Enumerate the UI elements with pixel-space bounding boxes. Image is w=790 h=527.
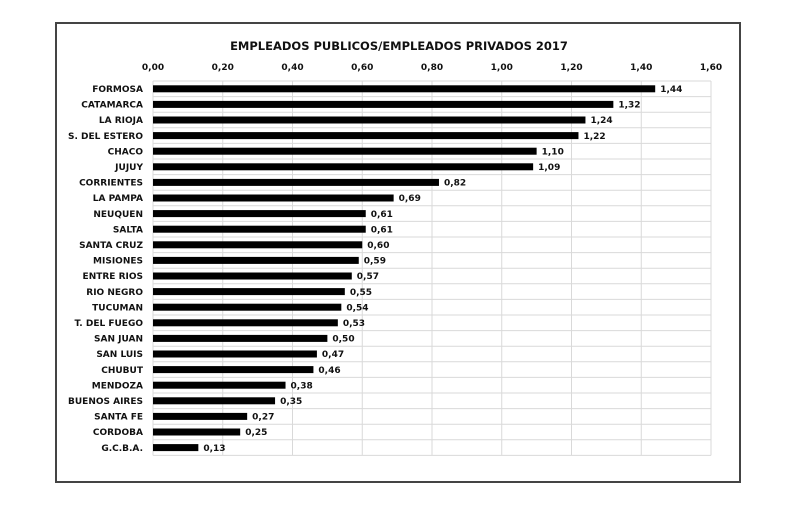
data-label: 1,32 [618,101,640,111]
data-label: 0,13 [203,444,225,454]
x-tick-label: 0,00 [142,63,164,73]
x-tick-label: 1,20 [560,63,582,73]
bar [153,100,614,108]
data-label: 0,54 [346,303,368,313]
bar [153,334,328,342]
category-label: MISIONES [93,257,143,267]
x-tick-label: 1,60 [700,63,722,73]
grid-lines [152,80,712,456]
bar [153,147,537,155]
category-label: G.C.B.A. [101,444,143,454]
bar [153,85,656,93]
data-label: 0,38 [291,381,313,391]
bar [153,132,579,140]
bar [153,178,439,186]
category-label: ENTRE RIOS [83,272,143,282]
category-label: BUENOS AIRES [68,397,143,407]
category-label: CORDOBA [93,428,143,438]
category-label: CHUBUT [101,366,144,376]
x-tick-label: 1,40 [630,63,652,73]
data-label: 0,53 [343,319,365,329]
category-label: FORMOSA [92,85,143,95]
x-tick-label: 0,60 [351,63,373,73]
category-label: JUJUY [114,163,143,173]
category-label: T. DEL FUEGO [75,319,144,329]
data-label: 1,24 [590,116,612,126]
category-label: CORRIENTES [79,179,143,189]
value-labels: 1,44 1,32 1,24 1,22 1,10 1,09 0,82 0,69 0,61 0,61… [203,85,682,454]
bar [153,241,363,249]
bar [153,444,199,452]
bar [153,163,534,171]
bar [153,303,342,311]
data-label: 1,10 [542,147,564,157]
chart-frame: EMPLEADOS PUBLICOS/EMPLEADOS PRIVADOS 20… [55,22,741,483]
bar [153,256,359,264]
bar [153,288,345,296]
data-label: 0,27 [252,413,274,423]
data-label: 0,57 [357,272,379,282]
category-label: S. DEL ESTERO [68,132,143,142]
category-label: LA RIOJA [99,116,143,126]
category-label: SAN LUIS [96,350,143,360]
bar [153,225,366,233]
category-label: SAN JUAN [94,335,143,345]
x-tick-label: 0,40 [281,63,303,73]
data-label: 0,47 [322,350,344,360]
data-label: 0,46 [318,366,340,376]
category-label: MENDOZA [92,381,143,391]
category-label: SALTA [113,225,143,235]
data-label: 0,35 [280,397,302,407]
bar-chart: EMPLEADOS PUBLICOS/EMPLEADOS PRIVADOS 20… [68,39,722,456]
x-tick-label: 0,80 [421,63,443,73]
chart-title: EMPLEADOS PUBLICOS/EMPLEADOS PRIVADOS 20… [230,39,568,53]
category-label: RIO NEGRO [86,288,143,298]
bar [153,116,586,124]
bars [153,85,656,452]
bar [153,210,366,218]
data-label: 1,09 [538,163,560,173]
data-label: 0,61 [371,210,393,220]
bar [153,412,248,420]
data-label: 0,59 [364,257,386,267]
data-label: 0,50 [332,335,354,345]
bar [153,350,317,358]
x-axis-ticks: 0,00 0,20 0,40 0,60 0,80 1,00 1,20 1,40 1,60 [142,63,722,73]
bar [153,272,352,280]
data-label: 0,82 [444,179,466,189]
bar [153,194,394,202]
category-labels: FORMOSA CATAMARCA LA RIOJA S. DEL ESTERO CHA… [68,85,144,454]
data-label: 0,60 [367,241,389,251]
x-tick-label: 1,00 [491,63,513,73]
data-label: 1,44 [660,85,682,95]
category-label: NEUQUEN [93,210,143,220]
bar [153,381,286,389]
data-label: 0,61 [371,225,393,235]
category-label: SANTA FE [94,413,143,423]
bar [153,428,241,436]
category-label: CHACO [108,147,144,157]
bar [153,366,314,374]
x-tick-label: 0,20 [212,63,234,73]
category-label: SANTA CRUZ [79,241,143,251]
bar [153,319,338,327]
data-label: 0,55 [350,288,372,298]
category-label: LA PAMPA [93,194,143,204]
category-label: CATAMARCA [81,101,143,111]
data-label: 0,69 [399,194,421,204]
data-label: 0,25 [245,428,267,438]
bar [153,397,276,405]
category-label: TUCUMAN [92,303,143,313]
data-label: 1,22 [583,132,605,142]
